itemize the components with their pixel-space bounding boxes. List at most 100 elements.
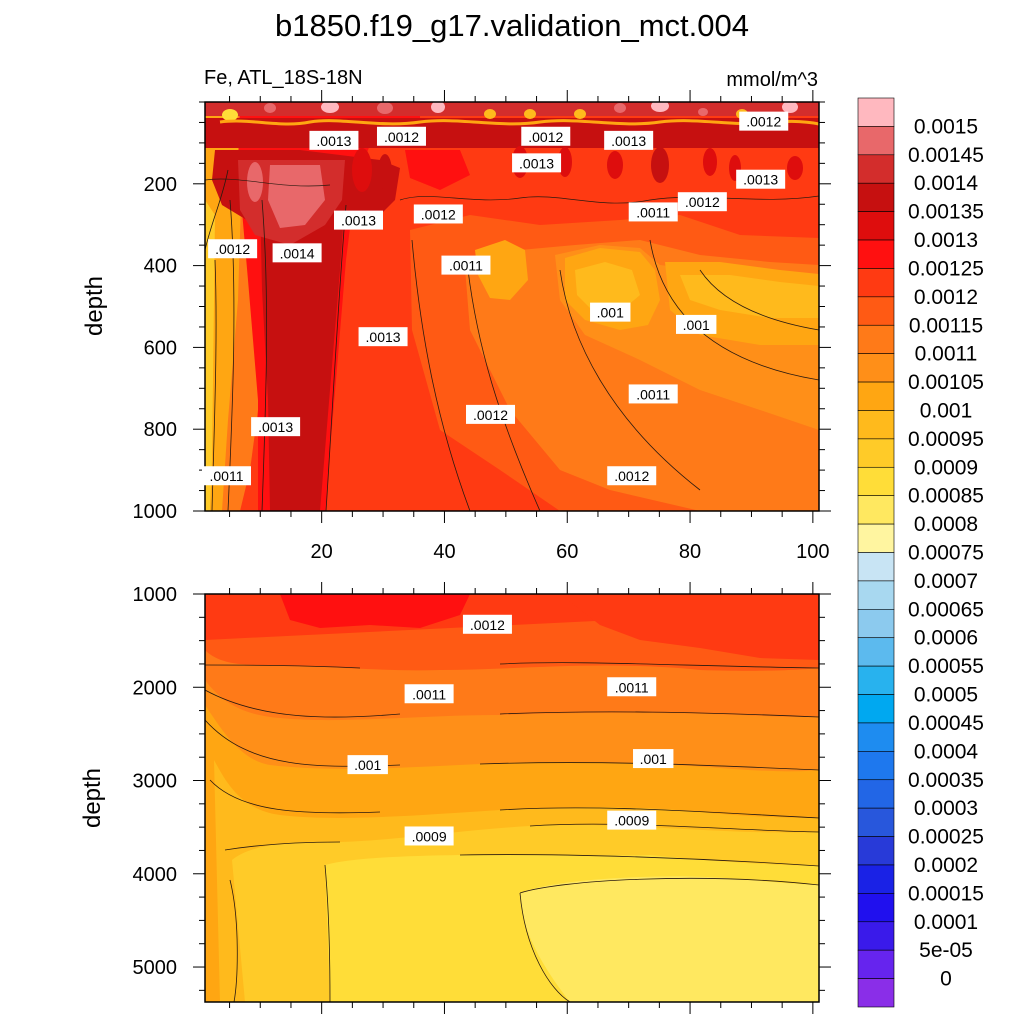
x-tick-label: 20 xyxy=(311,541,333,563)
colorbar-label: 0.0007 xyxy=(914,570,978,593)
y-tick-label: 600 xyxy=(144,337,177,359)
contour-label-bg xyxy=(413,204,463,224)
colorbar-label: 0.0002 xyxy=(914,854,978,877)
contour-label-text: .0012 xyxy=(421,206,456,222)
lower-contour-label: .0011 xyxy=(404,684,454,704)
x-tick-label: 80 xyxy=(679,541,701,563)
contour-label-text: .0013 xyxy=(611,133,646,149)
colorbar-box xyxy=(857,580,895,610)
upper-contour-label: .0012 xyxy=(466,404,516,424)
colorbar-label: 0.00025 xyxy=(908,826,984,849)
contour-label-text: .0011 xyxy=(209,468,243,484)
colorbar-box xyxy=(857,807,895,837)
colorbar-box xyxy=(857,353,895,383)
upper-contour-label: .0013 xyxy=(736,169,786,189)
upper-contour-label: .0013 xyxy=(604,130,654,150)
contour-label-text: .0013 xyxy=(258,419,293,435)
contour-label-bg xyxy=(208,239,258,259)
upper-contour-label: .0014 xyxy=(272,243,322,263)
x-tick-label: 100 xyxy=(796,541,829,563)
lower-contour-label: .0009 xyxy=(404,826,454,846)
contour-label-text: .0011 xyxy=(449,258,483,274)
colorbar-box xyxy=(857,466,895,496)
upper-contour-fill xyxy=(205,102,819,511)
upper-contour-label: .0013 xyxy=(358,327,408,347)
y-tick-label: 800 xyxy=(144,419,177,441)
colorbar-label: 0.0013 xyxy=(914,229,978,252)
contour-label-bg xyxy=(633,749,674,769)
y-tick-label: 5000 xyxy=(133,957,178,979)
colorbar-box xyxy=(857,722,895,752)
lower-contour-label: .0011 xyxy=(607,677,657,697)
lower-contour-labels: .0012 .0011 .0011 .001 .001 .0009 .0009 xyxy=(347,614,674,846)
contour-label-text: .0014 xyxy=(280,245,315,261)
colorbar-box xyxy=(857,438,895,468)
colorbar-label: 0.0015 xyxy=(914,115,978,138)
lower-plot-frame xyxy=(204,593,820,1003)
colorbar-label: 0.001 xyxy=(920,399,973,422)
upper-contour-label: .0012 xyxy=(607,466,657,486)
contour-label-bg xyxy=(441,255,491,275)
lower-axes: 1000 2000 3000 4000 5000 xyxy=(133,582,831,1014)
upper-contour-label: .0013 xyxy=(512,153,562,173)
contour-label-bg xyxy=(251,417,301,437)
y-tick-label: 200 xyxy=(144,174,177,196)
upper-contour-label: .001 xyxy=(590,302,631,322)
variable-region-label: Fe, ATL_18S-18N xyxy=(204,67,363,89)
contour-label-bg xyxy=(607,466,657,486)
contour-label-bg xyxy=(628,384,678,404)
colorbar-box xyxy=(857,864,895,894)
colorbar-box xyxy=(857,239,895,269)
contour-label-text: .0013 xyxy=(366,329,401,345)
colorbar-box xyxy=(857,126,895,156)
colorbar-box xyxy=(857,694,895,724)
upper-contour-label: .0012 xyxy=(739,111,789,131)
colorbar-box xyxy=(857,410,895,440)
contour-label-bg xyxy=(677,192,727,212)
contour-label-bg xyxy=(736,169,786,189)
y-tick-label: 1000 xyxy=(133,501,178,523)
lower-y-axis-label: depth xyxy=(79,768,106,828)
contour-label-bg xyxy=(404,684,454,704)
contour-label-bg xyxy=(462,614,512,634)
contour-label-bg xyxy=(676,314,717,334)
y-tick-label: 3000 xyxy=(133,771,178,793)
colorbar-box xyxy=(857,296,895,326)
colorbar-labels: 0.0015 0.00145 0.0014 0.00135 0.0013 0.00125 0… xyxy=(908,115,984,990)
colorbar-label: 0.0009 xyxy=(914,456,978,479)
y-tick-label: 1000 xyxy=(133,584,178,606)
colorbar-label: 0.0012 xyxy=(914,286,978,309)
upper-contour-label: .0012 xyxy=(413,204,463,224)
upper-contour-label: .001 xyxy=(676,314,717,334)
contour-label-text: .0012 xyxy=(685,194,720,210)
contour-label-bg xyxy=(347,755,388,775)
contour-label-text: .0012 xyxy=(746,114,781,130)
colorbar-label: 0.00045 xyxy=(908,712,984,735)
colorbar-box xyxy=(857,495,895,525)
colorbar-box xyxy=(857,751,895,781)
colorbar-label: 0.00125 xyxy=(908,257,984,280)
lower-contour-label: .001 xyxy=(347,755,388,775)
contour-label-bg xyxy=(358,327,408,347)
colorbar-label: 0.00145 xyxy=(908,144,984,167)
lower-contour-label: .0009 xyxy=(607,810,657,830)
colorbar-label: 0.00085 xyxy=(908,485,984,508)
contour-label-text: .001 xyxy=(683,317,710,333)
contour-label-bg xyxy=(404,826,454,846)
colorbar-box xyxy=(857,978,895,1008)
contour-label-text: .0012 xyxy=(528,129,563,145)
contour-label-text: .0011 xyxy=(412,686,446,702)
upper-contour-label: .0012 xyxy=(521,126,571,146)
x-tick-label: 40 xyxy=(433,541,455,563)
contour-label-bg xyxy=(739,111,789,131)
contour-label-bg xyxy=(607,810,657,830)
upper-contour-label: .0011 xyxy=(441,255,491,275)
colorbar-box xyxy=(857,779,895,809)
colorbar-label: 0.0005 xyxy=(914,684,978,707)
upper-axes: 200 400 600 800 1000 20 40 60 80 100 xyxy=(133,90,831,563)
colorbar-box xyxy=(857,609,895,639)
contour-label-bg xyxy=(512,153,562,173)
contour-label-bg xyxy=(604,130,654,150)
